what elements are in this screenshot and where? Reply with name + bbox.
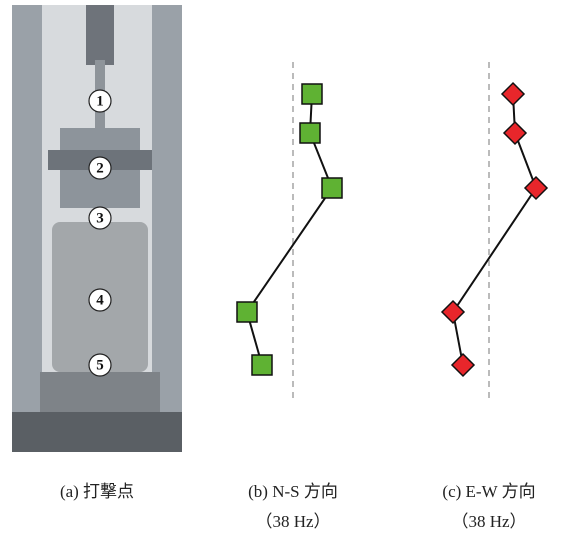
- marker: [452, 354, 474, 376]
- marker: [252, 355, 272, 375]
- caption: （38 Hz）: [451, 512, 526, 531]
- marker: [322, 178, 342, 198]
- marker: [442, 301, 464, 323]
- point-label: 1: [96, 93, 104, 109]
- figure: 1 2 3 4 5 (a) 打撃点 (b) N-S 方向 （38 Hz） (c) E-W 方向 （…: [0, 0, 561, 534]
- frame-left: [12, 5, 42, 452]
- clamp: [86, 5, 114, 65]
- caption: （38 Hz）: [255, 512, 330, 531]
- marker: [502, 83, 524, 105]
- caption: (c) E-W 方向: [442, 482, 535, 501]
- point-label: 2: [96, 160, 104, 176]
- marker: [300, 123, 320, 143]
- marker: [302, 84, 322, 104]
- point-label: 4: [96, 292, 104, 308]
- marker: [237, 302, 257, 322]
- caption: (a) 打撃点: [60, 482, 134, 501]
- point-label: 3: [96, 210, 104, 226]
- marker: [525, 177, 547, 199]
- marker: [504, 122, 526, 144]
- base: [40, 372, 160, 412]
- floor: [12, 412, 182, 452]
- caption: (b) N-S 方向: [248, 482, 338, 501]
- point-label: 5: [96, 357, 104, 373]
